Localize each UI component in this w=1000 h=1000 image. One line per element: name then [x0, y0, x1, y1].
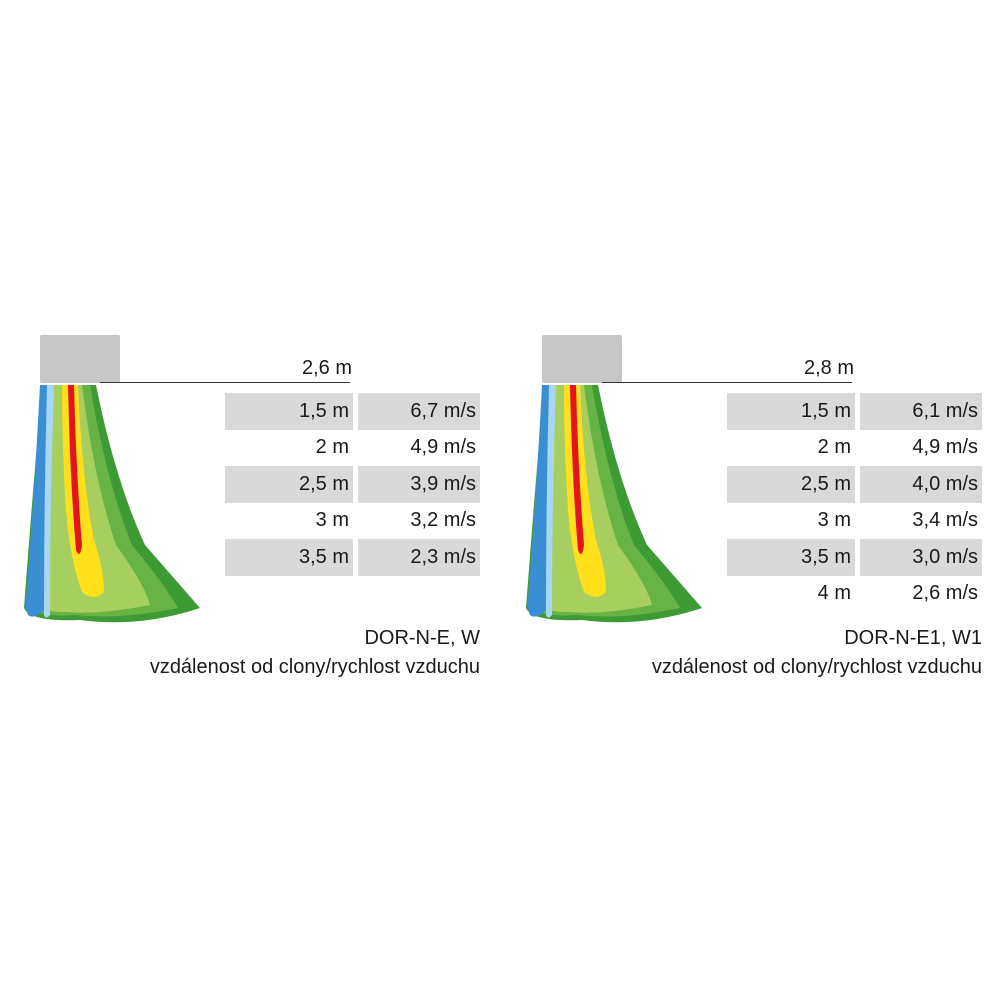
curtain-unit-round-end	[100, 335, 120, 383]
curtain-unit-round-end	[602, 335, 622, 383]
distance-cell: 1,5 m	[225, 393, 353, 430]
mounting-height-label: 2,6 m	[301, 357, 352, 379]
mounting-height-line	[100, 382, 350, 383]
mounting-height-label: 2,8 m	[803, 357, 854, 379]
speed-cell: 3,2 m/s	[410, 509, 476, 532]
table-row: 1,5 m 6,7 m/s	[225, 393, 480, 430]
caption: DOR-N-E1, W1 vzdálenost od clony/rychlos…	[652, 624, 982, 682]
distance-cell: 2 m	[315, 436, 349, 459]
table-row: 2,5 m 4,0 m/s	[727, 466, 982, 503]
panel-dor-n-e: 2,6 m 1,5 m 6,7 m/s 2 m 4,9 m/s 2,5 m 3,…	[20, 330, 480, 690]
speed-cell: 4,9 m/s	[410, 436, 476, 459]
speed-cell: 2,6 m/s	[912, 582, 978, 605]
panel-dor-n-e1: 2,8 m 1,5 m 6,1 m/s 2 m 4,9 m/s 2,5 m 4,…	[522, 330, 982, 690]
speed-cell: 6,7 m/s	[358, 393, 480, 430]
plume-light-blue	[546, 385, 556, 618]
distance-cell: 1,5 m	[727, 393, 855, 430]
speed-cell: 3,0 m/s	[860, 539, 982, 576]
table-row: 2 m 4,9 m/s	[727, 430, 982, 467]
distance-cell: 3 m	[315, 509, 349, 532]
speed-cell: 6,1 m/s	[860, 393, 982, 430]
table-row: 2,5 m 3,9 m/s	[225, 466, 480, 503]
table-row: 4 m 2,6 m/s	[727, 576, 982, 613]
table-row: 3,5 m 3,0 m/s	[727, 539, 982, 576]
distance-cell: 2,5 m	[225, 466, 353, 503]
distance-cell: 3,5 m	[727, 539, 855, 576]
distance-cell: 3 m	[817, 509, 851, 532]
caption-model: DOR-N-E, W	[364, 627, 480, 649]
caption-model: DOR-N-E1, W1	[844, 627, 982, 649]
table-row: 3 m 3,4 m/s	[727, 503, 982, 540]
distance-cell: 4 m	[817, 582, 851, 605]
distance-cell: 2 m	[817, 436, 851, 459]
speed-table: 1,5 m 6,1 m/s 2 m 4,9 m/s 2,5 m 4,0 m/s …	[727, 393, 982, 612]
speed-table: 1,5 m 6,7 m/s 2 m 4,9 m/s 2,5 m 3,9 m/s …	[225, 393, 480, 576]
distance-cell: 3,5 m	[225, 539, 353, 576]
caption-description: vzdálenost od clony/rychlost vzduchu	[149, 656, 480, 678]
caption: DOR-N-E, W vzdálenost od clony/rychlost …	[150, 624, 480, 682]
caption-description: vzdálenost od clony/rychlost vzduchu	[651, 656, 982, 678]
distance-cell: 2,5 m	[727, 466, 855, 503]
table-row: 3 m 3,2 m/s	[225, 503, 480, 540]
speed-cell: 2,3 m/s	[358, 539, 480, 576]
speed-cell: 3,9 m/s	[358, 466, 480, 503]
air-curtain-plume-diagram	[526, 335, 702, 623]
plume-blue	[25, 385, 52, 617]
plume-blue	[527, 385, 554, 617]
air-curtain-plume-diagram	[24, 335, 200, 623]
plume-red	[570, 385, 584, 554]
plume-light-blue	[44, 385, 54, 618]
plume-red	[68, 385, 82, 554]
speed-cell: 3,4 m/s	[912, 509, 978, 532]
speed-cell: 4,0 m/s	[860, 466, 982, 503]
table-row: 3,5 m 2,3 m/s	[225, 539, 480, 576]
speed-cell: 4,9 m/s	[912, 436, 978, 459]
mounting-height-line	[602, 382, 852, 383]
table-row: 1,5 m 6,1 m/s	[727, 393, 982, 430]
table-row: 2 m 4,9 m/s	[225, 430, 480, 467]
